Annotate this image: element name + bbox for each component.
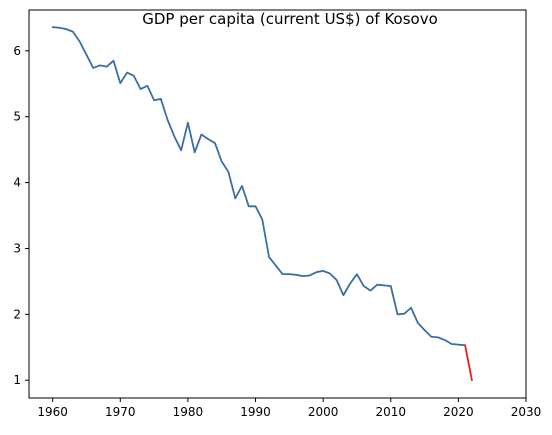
x-tick-label: 1960 (37, 405, 68, 419)
y-tick-label: 5 (13, 110, 21, 124)
y-axis: 1 2 3 4 5 6 (13, 44, 29, 387)
y-tick-label: 3 (13, 241, 21, 255)
series-layer (51, 26, 473, 382)
x-tick-label: 2010 (375, 405, 406, 419)
x-tick-label: 1980 (173, 405, 204, 419)
x-tick-label: 2000 (308, 405, 339, 419)
x-tick-label: 1990 (240, 405, 271, 419)
chart-title: GDP per capita (current US$) of Kosovo (142, 10, 438, 28)
x-axis: 1960 1970 1980 1990 2000 2010 2020 2030 (37, 398, 541, 419)
y-tick-label: 4 (13, 176, 21, 190)
series-line-0 (51, 26, 467, 347)
y-tick-label: 2 (13, 307, 21, 321)
plot-frame (28, 9, 527, 399)
series-line-1 (464, 344, 473, 382)
y-tick-label: 1 (13, 373, 21, 387)
x-tick-label: 1970 (105, 405, 136, 419)
x-tick-label: 2030 (511, 405, 542, 419)
x-tick-label: 2020 (443, 405, 474, 419)
y-tick-label: 6 (13, 44, 21, 58)
